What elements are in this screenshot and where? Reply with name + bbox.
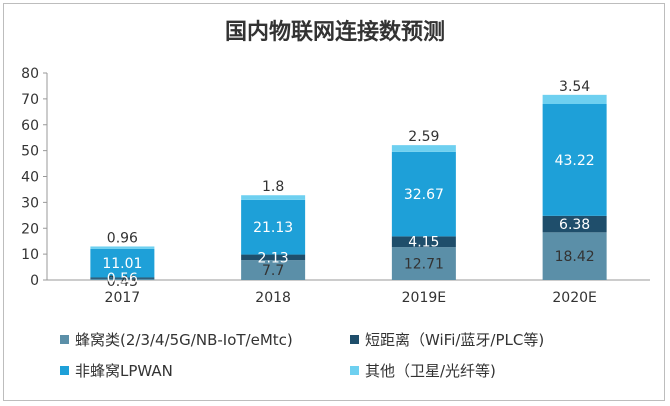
data-label: 11.01	[102, 256, 142, 272]
data-label: 2.13	[258, 250, 289, 266]
data-label: 12.71	[404, 257, 444, 273]
data-label: 32.67	[404, 187, 444, 203]
bar-segment	[391, 145, 456, 152]
bar-segment	[391, 247, 456, 280]
data-label: 6.38	[559, 217, 590, 233]
data-label: 18.42	[555, 249, 595, 265]
data-label: 3.54	[559, 79, 590, 95]
chart-title: 国内物联网连接数预测	[224, 20, 445, 45]
legend-label-short-range: 短距离（WiFi/蓝牙/PLC等)	[365, 331, 545, 349]
y-tick-label: 40	[21, 170, 39, 186]
data-label: 7.7	[262, 263, 284, 279]
bar-segment	[241, 260, 306, 280]
bar-segment	[241, 254, 306, 261]
bar-segment	[241, 199, 306, 255]
legend-label-cellular: 蜂窝类(2/3/4/5G/NB-IoT/eMtc)	[75, 331, 293, 349]
data-label: 2.59	[408, 129, 439, 145]
bar-segment	[241, 195, 306, 200]
legend-label-other: 其他（卫星/光纤等)	[365, 362, 496, 380]
legend-swatch-lpwan	[60, 366, 69, 375]
data-label: 21.13	[253, 220, 293, 236]
legend-item-other: 其他（卫星/光纤等)	[350, 360, 650, 381]
x-tick-label: 2020E	[552, 290, 596, 306]
data-label: 1.8	[262, 179, 284, 195]
y-tick-label: 60	[21, 118, 39, 134]
x-tick-label: 2017	[105, 290, 141, 306]
y-tick-label: 10	[21, 247, 39, 263]
bar-segment	[391, 151, 456, 237]
data-label: 0.56	[107, 271, 138, 287]
y-tick-label: 70	[21, 92, 39, 108]
bar-segment	[90, 248, 155, 278]
bar-segment	[90, 277, 155, 279]
y-tick-label: 50	[21, 144, 39, 160]
bar-segment	[90, 246, 155, 249]
bar-segment	[542, 232, 607, 280]
bar-segment	[542, 94, 607, 104]
y-tick-label: 80	[21, 66, 39, 82]
legend-item-lpwan: 非蜂窝LPWAN	[60, 360, 350, 381]
legend-swatch-cellular	[60, 335, 69, 344]
x-tick-label: 2018	[255, 290, 291, 306]
data-label: 0.96	[107, 230, 138, 246]
legend-swatch-short-range	[350, 335, 359, 344]
legend-swatch-other	[350, 366, 359, 375]
y-tick-label: 20	[21, 221, 39, 237]
x-tick-label: 2019E	[402, 290, 446, 306]
data-label: 0.43	[107, 274, 138, 290]
bar-segment	[542, 103, 607, 216]
legend-item-short-range: 短距离（WiFi/蓝牙/PLC等)	[350, 329, 650, 350]
bar-segment	[391, 236, 456, 248]
legend-item-cellular: 蜂窝类(2/3/4/5G/NB-IoT/eMtc)	[60, 329, 350, 350]
data-label: 43.22	[555, 153, 595, 169]
y-tick-label: 0	[30, 273, 39, 289]
bar-segment	[542, 215, 607, 233]
data-label: 4.15	[408, 235, 439, 251]
bar-segment	[90, 278, 155, 280]
legend-label-lpwan: 非蜂窝LPWAN	[75, 362, 173, 380]
y-tick-label: 30	[21, 195, 39, 211]
legend: 蜂窝类(2/3/4/5G/NB-IoT/eMtc) 短距离（WiFi/蓝牙/PL…	[60, 329, 650, 381]
